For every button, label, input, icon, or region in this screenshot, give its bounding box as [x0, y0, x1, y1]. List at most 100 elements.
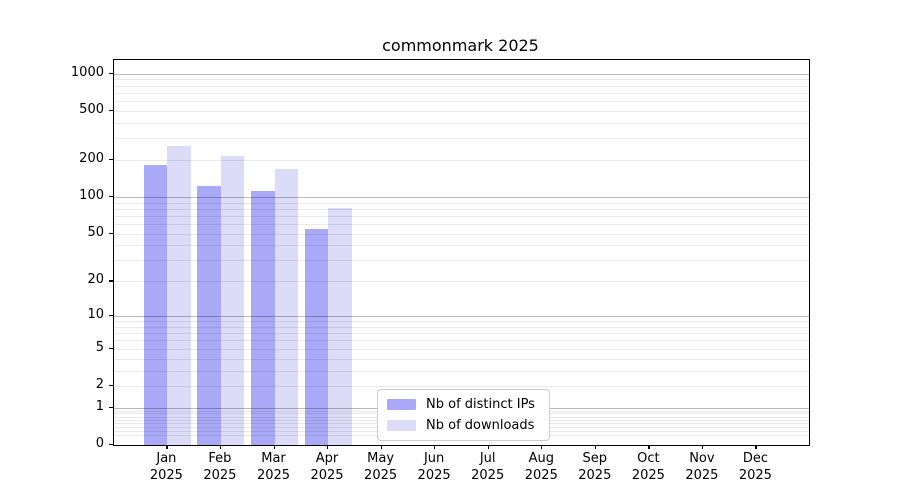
- bar-jan-s0: [143, 164, 168, 445]
- minor-gridline: [114, 326, 809, 328]
- minor-gridline: [114, 386, 809, 387]
- minor-gridline: [114, 321, 809, 323]
- x-tick-label: Nov 2025: [670, 451, 734, 484]
- minor-gridline: [114, 101, 809, 103]
- minor-gridline: [114, 348, 809, 350]
- y-tick-label: 200: [79, 151, 104, 166]
- x-tick-mark: [273, 445, 275, 449]
- major-gridline: [114, 316, 809, 318]
- minor-gridline: [114, 370, 809, 372]
- bars-layer: [114, 60, 809, 445]
- x-tick-mark: [166, 445, 168, 449]
- y-tick-mark: [109, 444, 113, 446]
- bar-mar-s1: [274, 169, 298, 445]
- x-tick-month: Dec: [742, 451, 768, 466]
- x-tick-label: Jun 2025: [402, 451, 466, 484]
- y-tick-label: 100: [79, 188, 104, 203]
- y-tick-label: 5: [95, 339, 104, 355]
- minor-gridline: [114, 281, 809, 283]
- x-tick-month: Jun: [423, 451, 445, 466]
- x-tick-year: 2025: [256, 467, 291, 483]
- minor-gridline: [114, 358, 809, 360]
- legend-label: Nb of downloads: [426, 418, 535, 433]
- y-tick-label: 1: [95, 398, 104, 414]
- legend: Nb of distinct IPs Nb of downloads: [377, 389, 550, 441]
- bar-feb-s0: [197, 185, 221, 445]
- y-tick-label: 50: [87, 224, 104, 240]
- bar-apr-s0: [304, 228, 328, 445]
- x-tick-label: Jul 2025: [456, 451, 520, 484]
- minor-gridline: [114, 160, 809, 161]
- minor-gridline: [114, 333, 809, 335]
- bar-mar-s0: [251, 190, 275, 445]
- bar-apr-s1: [328, 208, 352, 445]
- x-tick-mark: [219, 445, 222, 449]
- x-tick-mark: [755, 445, 757, 449]
- x-tick-year: 2025: [578, 467, 612, 483]
- minor-gridline: [114, 245, 809, 247]
- y-tick-label: 1000: [70, 64, 104, 80]
- y-tick-mark: [109, 232, 113, 234]
- minor-gridline: [114, 260, 809, 262]
- y-tick-label: 20: [87, 272, 104, 288]
- x-tick-month: Jul: [479, 451, 496, 466]
- y-tick-label: 500: [79, 101, 104, 117]
- x-tick-mark: [594, 445, 596, 449]
- y-tick-mark: [109, 315, 113, 317]
- minor-gridline: [114, 138, 809, 140]
- x-tick-label: Dec 2025: [723, 451, 787, 484]
- y-tick-mark: [109, 347, 113, 349]
- minor-gridline: [114, 202, 809, 204]
- x-tick-month: Nov: [689, 451, 715, 466]
- x-tick-month: Feb: [208, 451, 232, 466]
- y-tick-label: 2: [95, 377, 104, 392]
- x-tick-mark: [701, 445, 704, 449]
- x-tick-year: 2025: [738, 467, 772, 483]
- y-tick-mark: [109, 385, 113, 387]
- x-tick-year: 2025: [471, 467, 505, 483]
- x-tick-mark: [434, 445, 436, 449]
- legend-entry: Nb of distinct IPs: [387, 394, 535, 415]
- x-tick-month: Oct: [637, 451, 660, 466]
- x-tick-label: Jan 2025: [134, 451, 198, 484]
- x-tick-label: Feb 2025: [188, 451, 252, 484]
- x-tick-month: Apr: [315, 451, 339, 466]
- x-tick-year: 2025: [417, 467, 451, 483]
- minor-gridline: [114, 92, 809, 94]
- minor-gridline: [114, 85, 809, 87]
- minor-gridline: [114, 340, 809, 342]
- minor-gridline: [114, 215, 809, 217]
- x-tick-year: 2025: [524, 467, 558, 483]
- x-tick-label: Apr 2025: [295, 451, 359, 484]
- y-tick-mark: [109, 280, 113, 282]
- x-tick-month: May: [367, 451, 395, 466]
- major-gridline: [114, 73, 809, 75]
- bar-feb-s1: [220, 156, 245, 445]
- x-tick-label: May 2025: [349, 451, 413, 484]
- minor-gridline: [114, 79, 809, 81]
- y-tick-label: 0: [95, 436, 104, 451]
- x-tick-label: Sep 2025: [563, 451, 627, 484]
- x-tick-mark: [648, 445, 650, 449]
- minor-gridline: [114, 224, 809, 226]
- legend-swatch: [387, 420, 416, 431]
- x-tick-year: 2025: [631, 467, 665, 483]
- x-tick-month: Jan: [156, 451, 177, 466]
- x-tick-month: Aug: [528, 451, 554, 466]
- y-tick-label: 10: [87, 307, 104, 323]
- major-gridline: [114, 197, 809, 198]
- bar-jan-s1: [167, 146, 191, 445]
- y-tick-mark: [109, 406, 113, 408]
- gridlines-layer: [114, 60, 809, 445]
- x-tick-year: 2025: [149, 467, 183, 483]
- x-tick-year: 2025: [310, 467, 344, 483]
- y-tick-mark: [109, 159, 113, 161]
- y-tick-mark: [109, 196, 113, 198]
- x-tick-year: 2025: [203, 467, 237, 483]
- x-tick-mark: [541, 445, 543, 449]
- x-tick-year: 2025: [364, 467, 398, 483]
- y-tick-mark: [109, 72, 113, 74]
- x-tick-label: Mar 2025: [242, 451, 306, 484]
- x-tick-mark: [487, 445, 489, 449]
